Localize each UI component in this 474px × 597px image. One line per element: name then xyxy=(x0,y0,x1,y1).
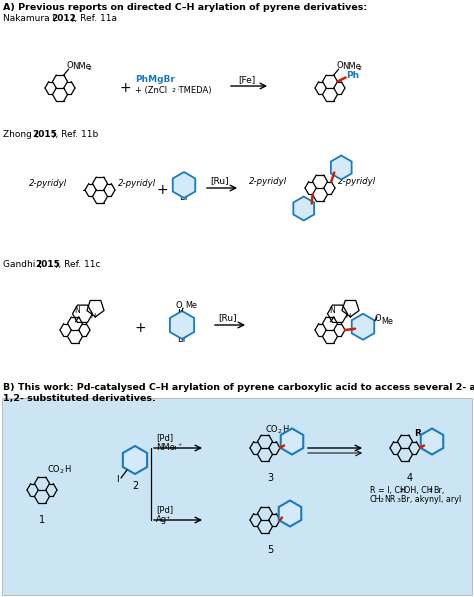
Text: 5: 5 xyxy=(267,545,273,555)
Text: [Pd]: [Pd] xyxy=(156,506,173,515)
Text: +: + xyxy=(134,321,146,335)
Text: Me: Me xyxy=(381,317,393,326)
Text: 2015: 2015 xyxy=(32,130,57,139)
Text: Ar: Ar xyxy=(286,437,298,446)
Text: 2-pyridyl: 2-pyridyl xyxy=(249,177,287,186)
Text: ), Ref. 11a: ), Ref. 11a xyxy=(71,14,117,23)
Text: H: H xyxy=(91,313,96,319)
Text: O: O xyxy=(337,60,343,69)
Text: 2: 2 xyxy=(278,429,282,433)
Text: NMe: NMe xyxy=(156,442,175,451)
Text: Ar: Ar xyxy=(426,437,438,446)
Polygon shape xyxy=(421,429,443,454)
Text: +: + xyxy=(156,183,168,197)
Text: 2: 2 xyxy=(400,488,404,493)
Text: ⁺: ⁺ xyxy=(177,442,181,451)
Polygon shape xyxy=(279,500,301,527)
Text: Gandhi (: Gandhi ( xyxy=(3,260,42,269)
Text: 2: 2 xyxy=(132,481,138,491)
Polygon shape xyxy=(170,311,194,339)
Text: 2-pyridyl: 2-pyridyl xyxy=(338,177,376,186)
Text: 2-pyridyl: 2-pyridyl xyxy=(29,179,67,188)
Text: B) This work: Pd-catalysed C–H arylation of pyrene carboxylic acid to access sev: B) This work: Pd-catalysed C–H arylation… xyxy=(3,383,474,392)
Text: Zhong (: Zhong ( xyxy=(3,130,38,139)
Text: Ar: Ar xyxy=(336,163,346,172)
Text: CO: CO xyxy=(48,464,60,473)
Text: Br, akynyl, aryl: Br, akynyl, aryl xyxy=(401,496,461,504)
Text: Nakamura (: Nakamura ( xyxy=(3,14,56,23)
Text: ·TMEDA): ·TMEDA) xyxy=(176,85,211,94)
Text: 2: 2 xyxy=(60,469,64,473)
Text: [Ru]: [Ru] xyxy=(219,313,237,322)
Text: NMe: NMe xyxy=(342,61,361,70)
Text: NMe: NMe xyxy=(72,61,91,70)
Text: 2-pyridyl: 2-pyridyl xyxy=(118,179,156,188)
Text: O: O xyxy=(176,301,182,310)
Polygon shape xyxy=(123,446,147,474)
Text: A) Previous reports on directed C–H arylation of pyrene derivatives:: A) Previous reports on directed C–H aryl… xyxy=(3,3,367,12)
Text: 2015: 2015 xyxy=(35,260,60,269)
Text: Br,: Br, xyxy=(433,485,444,494)
Text: ), Ref. 11b: ), Ref. 11b xyxy=(52,130,98,139)
Text: 2: 2 xyxy=(88,66,92,70)
Text: Ph: Ph xyxy=(346,71,360,80)
Text: CH: CH xyxy=(370,496,382,504)
Polygon shape xyxy=(331,155,352,180)
Polygon shape xyxy=(352,314,374,340)
Text: Ar: Ar xyxy=(178,179,190,187)
Text: Ar: Ar xyxy=(129,454,141,464)
Text: PhMgBr: PhMgBr xyxy=(135,75,175,85)
Text: 1: 1 xyxy=(39,515,45,525)
Text: R = I, CH: R = I, CH xyxy=(370,485,406,494)
Text: 1,2- substituted derivatives.: 1,2- substituted derivatives. xyxy=(3,394,156,403)
Text: [Fe]: [Fe] xyxy=(238,75,255,85)
Text: 4: 4 xyxy=(173,447,177,451)
Text: H: H xyxy=(282,424,288,433)
Text: 2: 2 xyxy=(172,88,176,93)
Text: 3: 3 xyxy=(267,473,273,483)
Text: + (ZnCl: + (ZnCl xyxy=(135,85,167,94)
Polygon shape xyxy=(281,429,303,454)
Text: Ag⁺: Ag⁺ xyxy=(156,515,172,524)
Text: Ar: Ar xyxy=(299,204,309,213)
Text: H: H xyxy=(64,464,70,473)
Text: NR: NR xyxy=(384,496,395,504)
Text: OH, CH: OH, CH xyxy=(404,485,433,494)
Text: R: R xyxy=(415,429,421,438)
Text: 2: 2 xyxy=(380,497,384,503)
Text: ), Ref. 11c: ), Ref. 11c xyxy=(55,260,100,269)
Polygon shape xyxy=(293,196,314,220)
Text: [Ru]: [Ru] xyxy=(210,177,229,186)
Text: O: O xyxy=(375,314,382,323)
Text: H: H xyxy=(346,313,351,319)
Text: Ar: Ar xyxy=(284,509,296,518)
Text: Br: Br xyxy=(177,336,187,344)
Text: N: N xyxy=(329,306,336,315)
Text: 2: 2 xyxy=(358,66,362,70)
Text: 2: 2 xyxy=(429,488,433,493)
Text: I: I xyxy=(116,475,118,485)
Text: CO: CO xyxy=(266,424,279,433)
Polygon shape xyxy=(173,172,195,198)
FancyBboxPatch shape xyxy=(2,398,472,595)
Text: Br: Br xyxy=(179,193,189,202)
Text: 3: 3 xyxy=(397,497,401,503)
Text: 4: 4 xyxy=(407,473,413,483)
Text: 2012: 2012 xyxy=(51,14,76,23)
Text: [Pd]: [Pd] xyxy=(156,433,173,442)
Text: Me: Me xyxy=(185,301,197,310)
Text: O: O xyxy=(67,60,73,69)
Text: +: + xyxy=(119,81,131,95)
Text: N: N xyxy=(74,306,81,315)
